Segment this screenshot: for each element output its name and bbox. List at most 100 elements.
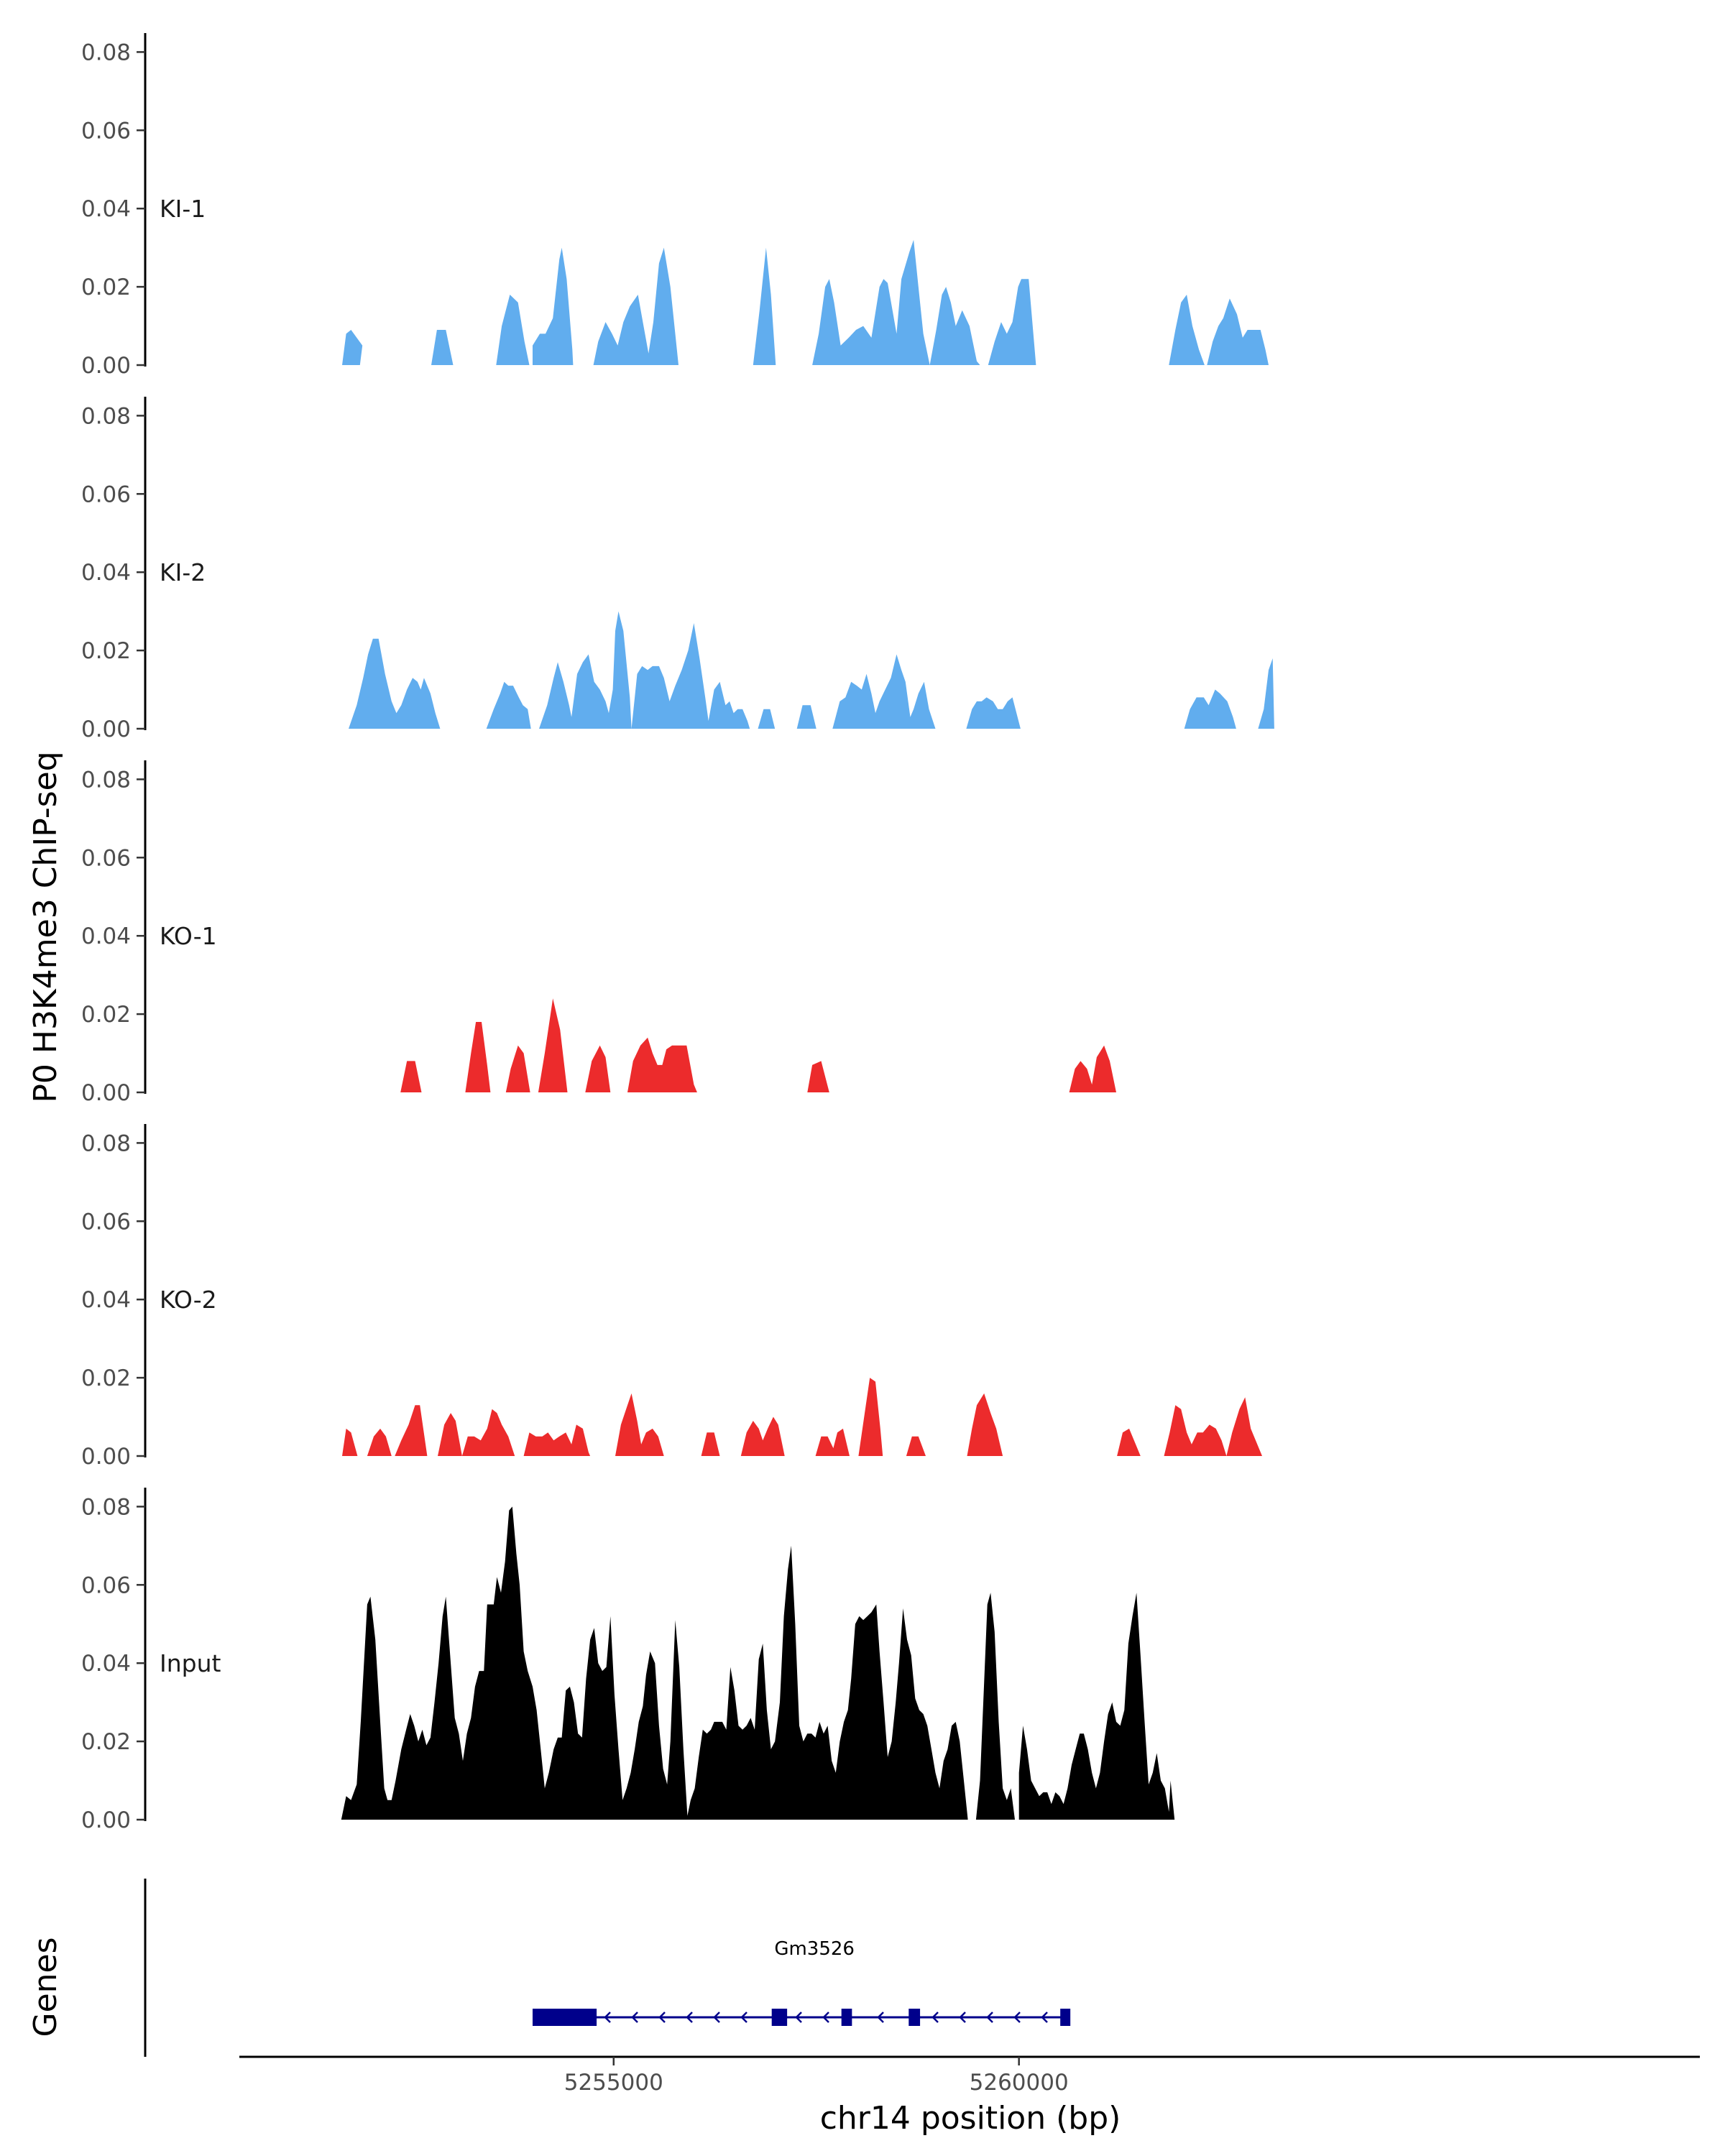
y-tick-label: 0.06 [81,1572,131,1598]
coverage-peak [505,1045,530,1092]
coverage-peak [523,1424,591,1456]
strand-arrow [959,2012,966,2023]
y-tick-label: 0.00 [81,1444,131,1470]
coverage-peak [740,1416,785,1456]
coverage-peak [1164,1405,1227,1456]
y-tick-label: 0.08 [81,1494,131,1520]
coverage-peak [341,1506,968,1820]
coverage-peak [815,1428,850,1456]
genes-axis-title: Genes [27,1937,64,2037]
coverage-peak [400,1061,422,1092]
coverage-peak [539,611,632,729]
coverage-peak [615,1393,664,1456]
y-tick-label: 0.08 [81,40,131,65]
gene-exon [1060,2009,1071,2026]
strand-arrow [1041,2012,1048,2023]
gene-exon [533,2009,597,2026]
coverage-peak [461,1409,515,1456]
coverage-peak [1117,1428,1141,1456]
y-tick-label: 0.04 [81,923,131,949]
strand-arrow [686,2012,693,2023]
y-tick-label: 0.06 [81,118,131,144]
y-tick-label: 0.06 [81,1209,131,1235]
track-panel-ko-2: 0.00 0.02 0.04 0.06 0.08 KO-2 [81,1124,1262,1470]
coverage-peak [906,1436,926,1456]
y-tick-label: 0.04 [81,1651,131,1677]
coverage-peak [1069,1045,1116,1092]
strand-arrow [1013,2012,1021,2023]
coverage-peak [966,697,1021,729]
y-tick-label: 0.00 [81,353,131,379]
y-tick-label: 0.02 [81,638,131,664]
coverage-peak [1018,1593,1175,1820]
coverage-peak [807,1061,829,1092]
coverage-peak [627,1037,697,1092]
coverage-peak [1207,298,1269,365]
y-tick-label: 0.02 [81,1729,131,1755]
y-tick-label: 0.00 [81,1080,131,1106]
coverage-peak [929,287,980,365]
coverage-peak [975,1593,1015,1820]
y-tick-label: 0.04 [81,196,131,222]
coverage-peak [349,638,441,729]
track-label: KI-2 [160,558,206,586]
gene-exon [771,2009,788,2026]
coverage-peak [438,1413,462,1456]
gene-model-gm3526: Gm3526 [533,1938,1071,2026]
y-tick-label: 0.02 [81,1002,131,1028]
y-tick-label: 0.06 [81,845,131,871]
coverage-peak [593,247,678,365]
coverage-peak [465,1022,491,1092]
y-tick-label: 0.08 [81,403,131,429]
gene-exon [908,2009,921,2026]
coverage-peak [367,1428,392,1456]
coverage-peak [753,247,776,365]
coverage-peak [538,998,568,1092]
strand-arrow [713,2012,720,2023]
coverage-peak [812,239,930,365]
y-axis-title: P0 H3K4me3 ChIP-seq [27,751,64,1102]
strand-arrow [795,2012,802,2023]
coverage-peak [486,681,531,729]
gene-label: Gm3526 [774,1938,855,1960]
y-tick-label: 0.02 [81,275,131,300]
y-tick-label: 0.06 [81,482,131,507]
coverage-peak [967,1393,1003,1456]
track-panel-ki-1: 0.00 0.02 0.04 0.06 0.08 KI-1 [81,33,1269,379]
track-panel-ko-1: 0.00 0.02 0.04 0.06 0.08 KO-1 [81,760,1116,1106]
y-tick-label: 0.02 [81,1365,131,1391]
track-label: KO-1 [160,922,217,950]
track-label: Input [160,1649,221,1677]
track-label: KO-2 [160,1286,217,1314]
y-tick-label: 0.00 [81,717,131,742]
coverage-peak [533,247,574,365]
coverage-peak [585,1045,611,1092]
coverage-peak [496,295,530,365]
coverage-peak [858,1378,883,1456]
strand-arrow [658,2012,666,2023]
strand-arrow [631,2012,638,2023]
track-panel-input: 0.00 0.02 0.04 0.06 0.08 Input [81,1488,1175,1833]
coverage-peak [796,705,816,729]
coverage-peak [1258,658,1274,729]
x-tick-label: 5260000 [970,2070,1069,2096]
gene-exon [841,2009,852,2026]
strand-arrow [822,2012,829,2023]
x-axis-title: chr14 position (bp) [820,2100,1121,2137]
coverage-peak [342,1428,358,1456]
track-panel-ki-2: 0.00 0.02 0.04 0.06 0.08 KI-2 [81,397,1274,742]
coverage-peak [631,623,750,729]
coverage-peak [1169,295,1205,365]
coverage-peak [1184,689,1236,729]
strand-arrow [740,2012,748,2023]
coverage-peak [758,709,776,729]
strand-arrow [932,2012,939,2023]
strand-arrow [986,2012,993,2023]
coverage-peak [701,1432,720,1456]
strand-arrow [877,2012,884,2023]
y-tick-label: 0.04 [81,1287,131,1313]
strand-arrow [604,2012,611,2023]
coverage-peak [395,1405,428,1456]
y-tick-label: 0.00 [81,1807,131,1833]
coverage-peak [988,279,1036,365]
